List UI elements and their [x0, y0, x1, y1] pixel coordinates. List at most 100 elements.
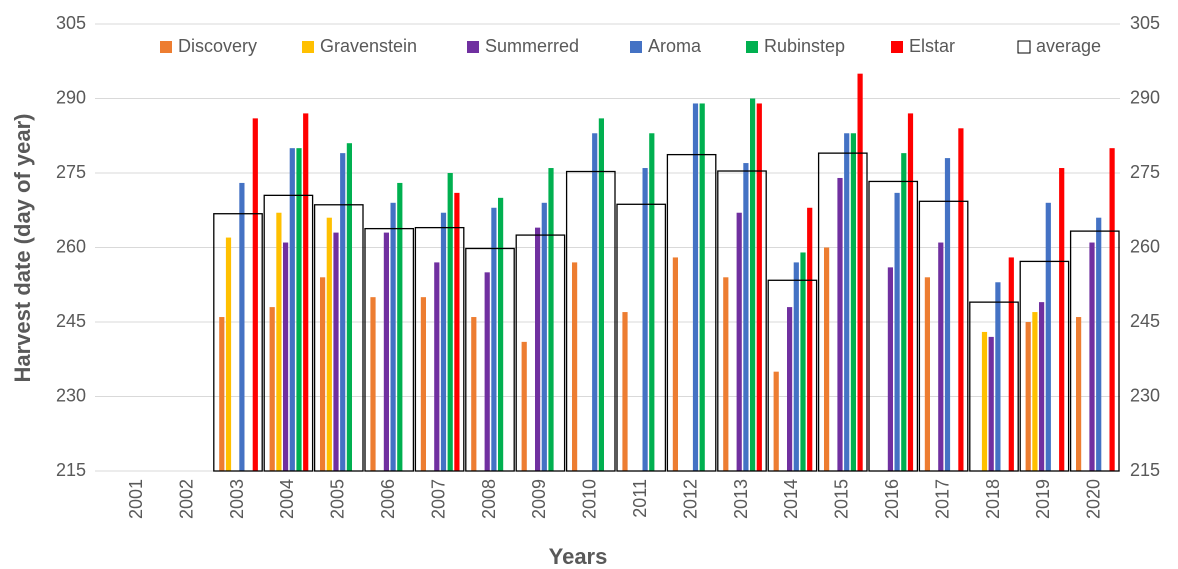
bar: [1039, 302, 1045, 471]
bar: [995, 282, 1001, 471]
x-tick-label: 2004: [277, 479, 297, 519]
bar: [642, 168, 648, 472]
bar: [938, 242, 944, 471]
bar: [219, 317, 225, 471]
bar: [447, 173, 453, 471]
legend-label: Rubinstep: [764, 36, 845, 56]
bar: [723, 277, 729, 471]
bar: [800, 252, 806, 471]
bar: [383, 232, 389, 471]
bar: [572, 262, 578, 471]
average-box: [313, 204, 364, 472]
bar: [276, 212, 282, 471]
bar: [283, 242, 289, 471]
legend-swatch: [302, 41, 314, 53]
bar: [837, 177, 843, 471]
legend-label: Summerred: [485, 36, 579, 56]
bar: [598, 118, 604, 471]
average-box: [969, 301, 1019, 472]
legend-label: average: [1036, 36, 1101, 56]
bar: [857, 73, 863, 472]
bar: [491, 207, 497, 471]
bar: [699, 103, 705, 471]
bar: [434, 262, 440, 471]
x-tick-label: 2016: [882, 479, 902, 519]
bar: [471, 317, 477, 471]
bar: [1025, 322, 1031, 471]
bar: [901, 153, 907, 471]
legend-label: Aroma: [648, 36, 702, 56]
x-tick-label: 2010: [580, 479, 600, 519]
x-tick-label: 2011: [630, 479, 650, 518]
average-box: [465, 247, 515, 472]
y-tick-label: 230: [56, 385, 86, 405]
bar: [649, 133, 655, 471]
legend-swatch: [630, 41, 642, 53]
bar: [924, 277, 930, 471]
y2-tick-label: 245: [1130, 311, 1160, 331]
bar: [269, 307, 275, 471]
bar: [592, 133, 598, 471]
x-tick-label: 2002: [176, 479, 196, 519]
bar: [225, 237, 232, 471]
y2-tick-label: 290: [1130, 87, 1160, 107]
bar: [320, 277, 326, 471]
bar: [1045, 202, 1051, 472]
average-box: [616, 203, 667, 472]
legend-swatch: [746, 41, 758, 53]
y2-tick-label: 275: [1130, 162, 1160, 182]
x-tick-label: 2020: [1084, 479, 1104, 519]
bar: [333, 232, 339, 471]
x-tick-label: 2006: [378, 479, 398, 519]
y2-tick-label: 215: [1130, 460, 1160, 480]
average-box: [1019, 260, 1070, 472]
bar: [944, 158, 951, 471]
bar: [498, 197, 504, 472]
legend-label: Discovery: [178, 36, 257, 56]
legend-swatch: [1017, 40, 1031, 54]
x-tick-label: 2019: [1033, 479, 1053, 519]
bar: [824, 247, 830, 471]
bar: [1059, 168, 1065, 472]
bar: [370, 297, 376, 471]
legend-label: Elstar: [909, 36, 955, 56]
average-box: [565, 170, 616, 472]
bar: [807, 207, 813, 471]
y-tick-label: 245: [56, 311, 86, 331]
average-box: [213, 213, 263, 472]
bar: [454, 192, 460, 471]
bar: [756, 103, 762, 471]
x-tick-label: 2009: [529, 479, 549, 519]
bar: [1109, 148, 1115, 471]
legend-label: Gravenstein: [320, 36, 417, 56]
average-box: [364, 227, 415, 472]
average-box: [817, 152, 868, 472]
x-tick-label: 2013: [731, 479, 751, 519]
x-axis-title: Years: [549, 544, 608, 569]
x-tick-label: 2018: [983, 479, 1003, 519]
bar: [692, 103, 699, 471]
bar: [239, 182, 245, 471]
y-tick-label: 215: [56, 460, 86, 480]
bar: [484, 272, 490, 471]
legend-swatch: [467, 41, 479, 53]
bar: [535, 227, 541, 471]
average-box: [515, 234, 566, 472]
bar: [252, 118, 258, 471]
bar: [1032, 312, 1038, 471]
bar: [1096, 217, 1102, 471]
average-box: [263, 194, 314, 472]
bar: [296, 148, 302, 471]
y2-tick-label: 260: [1130, 236, 1160, 256]
y-tick-label: 260: [56, 236, 86, 256]
y2-tick-label: 230: [1130, 385, 1160, 405]
bar: [521, 341, 527, 471]
bar: [1008, 257, 1014, 471]
bar: [887, 267, 893, 471]
bar: [1089, 242, 1095, 471]
x-tick-label: 2014: [781, 479, 801, 519]
y-tick-label: 275: [56, 162, 86, 182]
bar: [736, 212, 742, 471]
bar: [1076, 317, 1082, 471]
average-box: [414, 226, 465, 472]
